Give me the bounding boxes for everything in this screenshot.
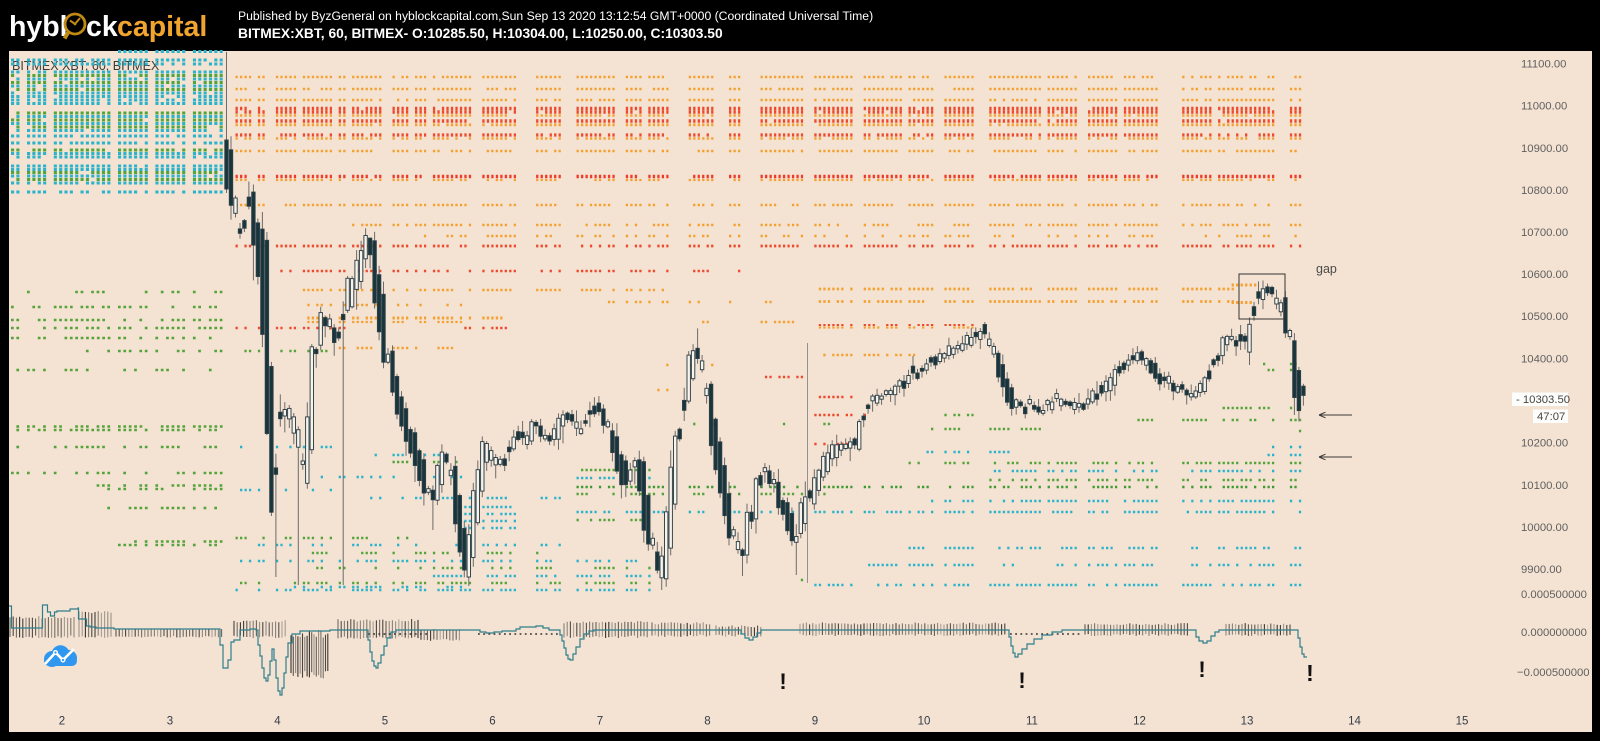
svg-text:−0.000500000: −0.000500000: [1517, 667, 1590, 679]
svg-text:10100.00: 10100.00: [1521, 480, 1568, 492]
svg-text:10800.00: 10800.00: [1521, 185, 1568, 197]
svg-text:14: 14: [1348, 716, 1361, 728]
svg-text:13: 13: [1241, 716, 1254, 728]
svg-text:hybl: hybl: [9, 11, 68, 43]
svg-text:4: 4: [274, 716, 281, 728]
svg-text:!: !: [779, 669, 786, 694]
svg-text:!: !: [1018, 668, 1025, 693]
svg-text:BITMEX XBT, 60, BITMEX: BITMEX XBT, 60, BITMEX: [12, 59, 160, 73]
svg-text:10: 10: [918, 716, 931, 728]
svg-text:3: 3: [167, 716, 173, 728]
svg-text:10000.00: 10000.00: [1521, 522, 1568, 534]
svg-text:- 10303.50: - 10303.50: [1516, 394, 1570, 406]
svg-text:2: 2: [59, 716, 65, 728]
svg-text:!: !: [1198, 657, 1205, 682]
svg-text:gap: gap: [1316, 262, 1337, 276]
svg-text:10200.00: 10200.00: [1521, 438, 1568, 450]
svg-text:10900.00: 10900.00: [1521, 143, 1568, 155]
svg-text:47:07: 47:07: [1537, 411, 1565, 423]
svg-text:7: 7: [597, 716, 603, 728]
svg-text:10400.00: 10400.00: [1521, 353, 1568, 365]
svg-text:11100.00: 11100.00: [1521, 59, 1566, 71]
svg-text:6: 6: [489, 716, 495, 728]
svg-text:ck: ck: [86, 11, 118, 43]
svg-text:BITMEX:XBT, 60, BITMEX- O:1028: BITMEX:XBT, 60, BITMEX- O:10285.50, H:10…: [238, 26, 723, 41]
svg-text:0.000000000: 0.000000000: [1521, 627, 1587, 639]
svg-text:12: 12: [1133, 716, 1146, 728]
svg-text:10700.00: 10700.00: [1521, 227, 1568, 239]
svg-text:Published by ByzGeneral on hyb: Published by ByzGeneral on hyblockcapita…: [238, 9, 873, 23]
svg-text:15: 15: [1456, 716, 1469, 728]
svg-text:9: 9: [812, 716, 818, 728]
svg-text:!: !: [1306, 660, 1314, 686]
svg-text:5: 5: [382, 716, 388, 728]
svg-text:0.000500000: 0.000500000: [1521, 589, 1587, 601]
svg-text:11: 11: [1026, 716, 1038, 728]
svg-text:8: 8: [704, 716, 710, 728]
svg-text:9900.00: 9900.00: [1521, 564, 1562, 576]
svg-text:10600.00: 10600.00: [1521, 269, 1568, 281]
svg-text:capital: capital: [117, 11, 207, 43]
svg-text:11000.00: 11000.00: [1521, 101, 1567, 113]
svg-text:10500.00: 10500.00: [1521, 311, 1568, 323]
